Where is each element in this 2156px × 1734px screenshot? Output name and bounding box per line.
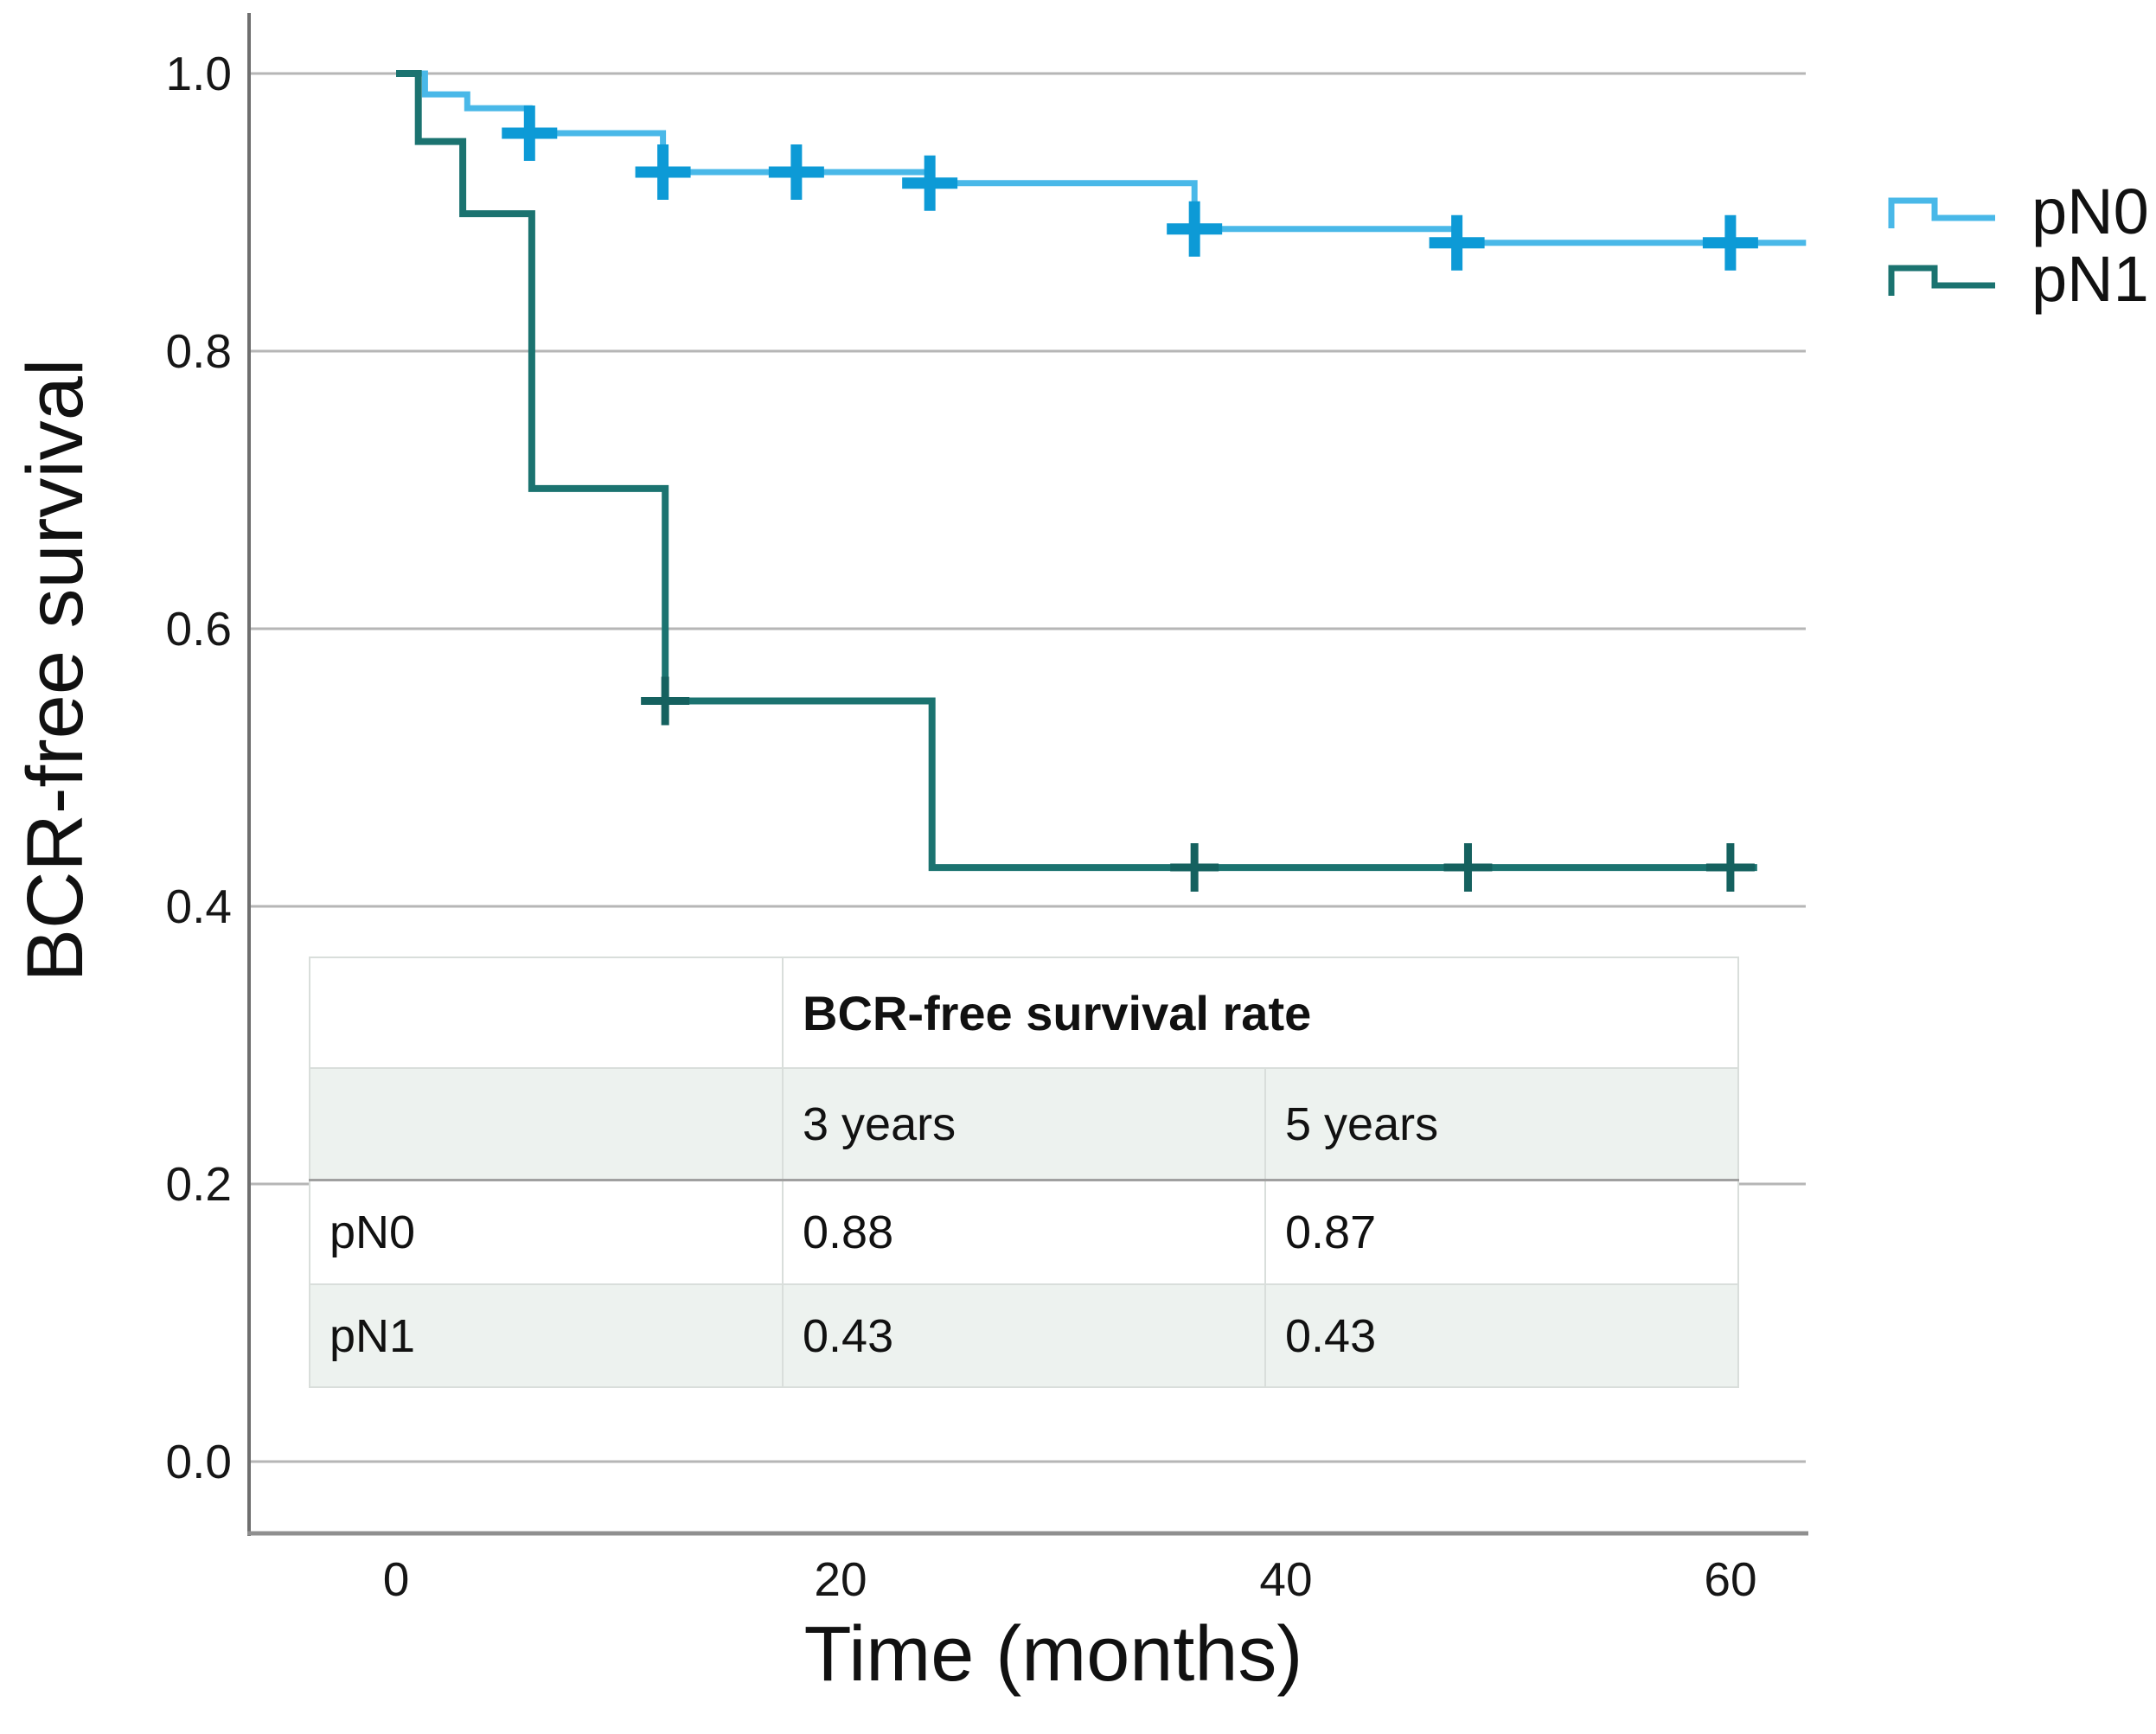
row-label-pN0: pN0 (309, 1179, 784, 1285)
y-tick-label-1.0: 1.0 (165, 47, 232, 100)
y-tick-label-0.2: 0.2 (165, 1157, 232, 1211)
legend-item-pN1: pN1 (1888, 246, 2149, 313)
y-axis-title: BCR-free survival (11, 358, 99, 982)
table-title: BCR-free survival rate (782, 957, 1739, 1069)
x-tick-label-40: 40 (1259, 1552, 1313, 1606)
table-row: 3 years 5 years (309, 1067, 1739, 1181)
table-row: pN0 0.88 0.87 (309, 1179, 1739, 1285)
x-axis-title: Time (months) (803, 1611, 1303, 1698)
pN1-3yr-rate: 0.43 (782, 1283, 1266, 1388)
col-header-5-years: 5 years (1264, 1067, 1739, 1181)
legend-swatch-pN0-step-icon (1888, 197, 1995, 228)
table-row: BCR-free survival rate (309, 957, 1739, 1069)
x-tick-label-60: 60 (1704, 1552, 1757, 1606)
table-row: pN1 0.43 0.43 (309, 1283, 1739, 1388)
legend-item-pN0: pN0 (1888, 178, 2149, 246)
y-tick-label-0.8: 0.8 (165, 324, 232, 378)
y-tick-label-0.0: 0.0 (165, 1435, 232, 1488)
km-curve-pN1 (396, 70, 1757, 872)
col-header-3-years: 3 years (782, 1067, 1266, 1181)
pN0-3yr-rate: 0.88 (782, 1179, 1266, 1285)
table-corner-cell (309, 957, 784, 1069)
x-tick-label-20: 20 (814, 1552, 867, 1606)
table-empty-cell (309, 1067, 784, 1181)
km-curve-pN0 (396, 70, 1807, 246)
x-tick-label-0: 0 (382, 1552, 410, 1606)
pN0-5yr-rate: 0.87 (1264, 1179, 1739, 1285)
y-tick-label-0.4: 0.4 (165, 880, 232, 933)
pN1-5yr-rate: 0.43 (1264, 1283, 1739, 1388)
legend: pN0 pN1 (1888, 178, 2149, 313)
row-label-pN1: pN1 (309, 1283, 784, 1388)
legend-label-pN0: pN0 (2031, 176, 2149, 247)
legend-label-pN1: pN1 (2031, 243, 2149, 315)
legend-swatch-pN1-step-icon (1888, 265, 1995, 296)
survival-rate-table: BCR-free survival rate 3 years 5 years p… (309, 957, 1739, 1388)
y-tick-label-0.6: 0.6 (165, 602, 232, 656)
